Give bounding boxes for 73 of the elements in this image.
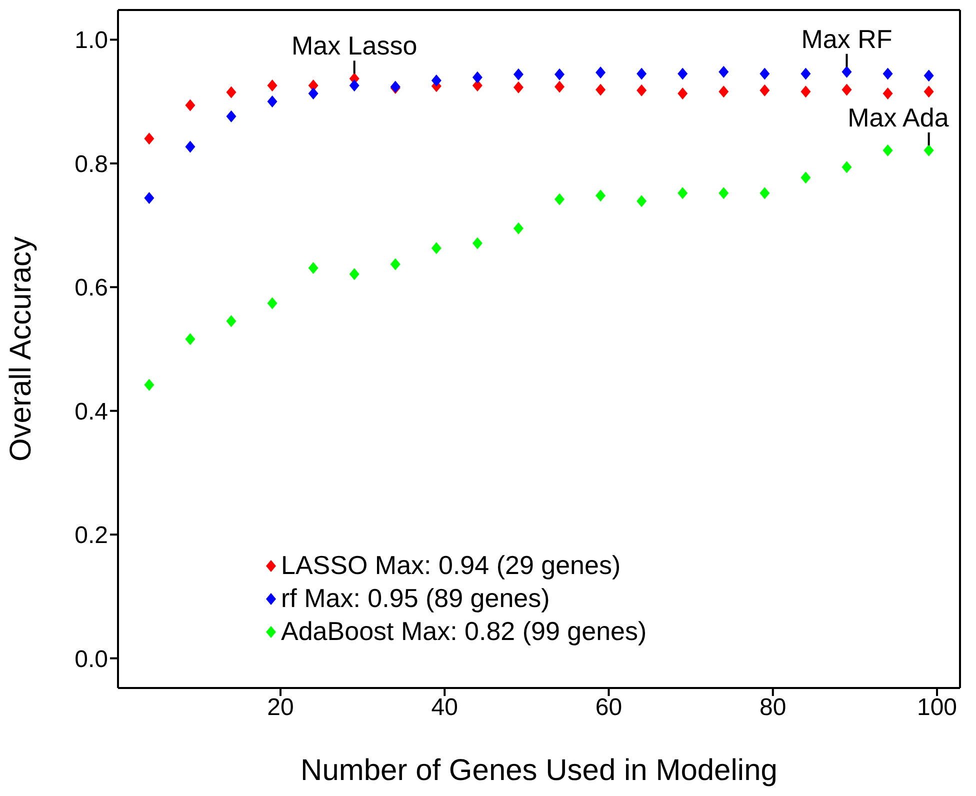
point (760, 68, 770, 80)
y-tick-label: 0.8 (74, 150, 108, 178)
y-tick-label: 0.2 (74, 522, 108, 550)
annotation: Max Ada (848, 102, 950, 132)
point (636, 195, 647, 208)
point (636, 68, 647, 80)
point (596, 66, 606, 78)
point (800, 86, 811, 98)
point (718, 86, 729, 98)
legend-label: AdaBoost Max: 0.82 (99 genes) (281, 615, 647, 648)
point (513, 68, 524, 80)
point (882, 68, 893, 80)
x-tick-label: 20 (267, 694, 294, 722)
point (924, 86, 934, 98)
y-tick-label: 0.0 (74, 646, 108, 673)
x-tick-label: 80 (760, 694, 786, 722)
point (800, 172, 811, 184)
point (144, 378, 154, 391)
point (882, 144, 893, 156)
y-tick-label: 0.4 (74, 398, 108, 426)
point (678, 187, 688, 200)
point (390, 258, 400, 270)
point (678, 88, 688, 100)
point (308, 262, 318, 274)
y-axis-title: Overall Accuracy (4, 236, 38, 462)
point (185, 140, 196, 153)
point (226, 315, 236, 328)
point (718, 187, 729, 200)
x-tick-label: 60 (595, 694, 622, 722)
legend-label: LASSO Max: 0.94 (29 genes) (281, 549, 621, 582)
point (513, 81, 524, 94)
point (472, 71, 482, 84)
point (513, 222, 524, 234)
point (431, 242, 442, 254)
point (349, 268, 360, 280)
point (267, 297, 278, 310)
point (760, 187, 770, 200)
x-axis-title: Number of Genes Used in Modeling (300, 754, 778, 787)
point (924, 144, 934, 156)
point (144, 132, 154, 145)
annotation: Max RF (801, 24, 892, 54)
legend-label: rf Max: 0.95 (89 genes) (281, 582, 550, 615)
point (678, 68, 688, 80)
point (144, 192, 154, 204)
y-tick-label: 0.6 (74, 274, 108, 302)
point (636, 84, 647, 96)
x-tick-label: 100 (917, 694, 958, 722)
point (185, 99, 196, 112)
point (800, 68, 811, 80)
point (185, 333, 196, 346)
point (554, 80, 565, 93)
annotation: Max Lasso (291, 30, 418, 61)
point (882, 88, 893, 100)
point (596, 84, 606, 96)
point (842, 161, 852, 174)
point (842, 66, 852, 78)
point (308, 88, 318, 100)
point (349, 79, 360, 92)
point (267, 96, 278, 108)
point (596, 190, 606, 202)
point (226, 110, 236, 122)
point (760, 84, 770, 96)
point (718, 66, 729, 78)
point (472, 237, 482, 250)
point (554, 193, 565, 206)
point (431, 74, 442, 87)
x-tick-label: 40 (431, 694, 458, 722)
point (267, 79, 278, 92)
y-tick-label: 1.0 (74, 27, 108, 54)
point (554, 68, 565, 80)
point (924, 70, 934, 82)
point (842, 84, 852, 96)
point (226, 86, 236, 98)
